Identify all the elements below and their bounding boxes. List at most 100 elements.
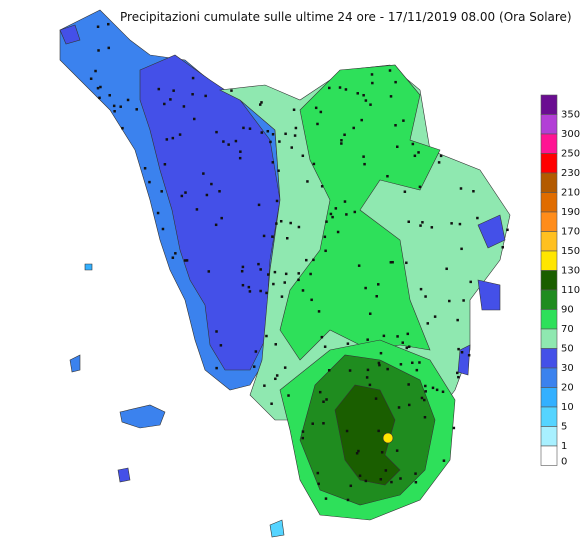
station-dot bbox=[336, 230, 340, 234]
station-dot bbox=[259, 268, 262, 271]
station-dot bbox=[424, 390, 427, 393]
station-dot bbox=[274, 343, 277, 346]
station-dot bbox=[274, 377, 277, 381]
station-dot bbox=[292, 108, 296, 112]
island bbox=[69, 354, 81, 373]
station-dot bbox=[375, 294, 378, 298]
legend-swatch bbox=[540, 426, 558, 447]
station-dot bbox=[322, 400, 325, 403]
station-dot bbox=[357, 264, 361, 267]
legend-label: 350 bbox=[561, 110, 580, 121]
station-dot bbox=[248, 127, 252, 130]
station-dot bbox=[239, 150, 242, 153]
station-dot bbox=[230, 89, 233, 92]
station-dot bbox=[297, 225, 301, 229]
station-dot bbox=[306, 180, 309, 183]
station-dot bbox=[399, 477, 402, 480]
station-dot bbox=[161, 227, 165, 231]
station-dot bbox=[472, 189, 475, 193]
legend-label: 110 bbox=[561, 285, 580, 296]
station-dot bbox=[273, 270, 277, 274]
station-dot bbox=[172, 89, 175, 92]
station-dot bbox=[266, 129, 270, 133]
station-dot bbox=[424, 295, 427, 298]
station-dot bbox=[414, 480, 418, 484]
legend-label: 170 bbox=[561, 227, 580, 238]
station-dot bbox=[210, 182, 213, 186]
island bbox=[119, 404, 166, 429]
station-dot bbox=[113, 109, 116, 113]
station-dot bbox=[294, 126, 298, 130]
station-dot bbox=[418, 361, 421, 364]
station-dot bbox=[135, 108, 138, 111]
station-dot bbox=[365, 376, 369, 379]
station-dot bbox=[184, 191, 187, 194]
station-dot bbox=[269, 140, 272, 144]
station-dot bbox=[456, 318, 459, 322]
legend-label: 230 bbox=[561, 168, 580, 179]
station-dot bbox=[160, 190, 163, 193]
station-dot bbox=[242, 126, 245, 130]
station-dot bbox=[238, 156, 242, 160]
station-dot bbox=[163, 102, 166, 106]
station-dot bbox=[215, 330, 218, 333]
station-dot bbox=[156, 211, 160, 215]
station-dot bbox=[353, 210, 357, 214]
station-dot bbox=[310, 298, 313, 302]
station-dot bbox=[289, 221, 292, 225]
station-dot bbox=[301, 154, 305, 158]
station-dot bbox=[107, 46, 111, 50]
station-dot bbox=[396, 335, 399, 338]
station-dot bbox=[171, 136, 175, 140]
station-dot bbox=[218, 190, 221, 193]
station-dot bbox=[220, 216, 223, 220]
station-dot bbox=[241, 283, 245, 287]
station-dot bbox=[356, 92, 359, 95]
station-dot bbox=[424, 384, 427, 388]
station-dot bbox=[362, 155, 365, 158]
station-dot bbox=[368, 312, 372, 315]
station-dot bbox=[279, 219, 283, 223]
station-dot bbox=[448, 299, 451, 303]
station-dot bbox=[259, 289, 262, 293]
station-dot bbox=[389, 95, 393, 98]
station-dot bbox=[394, 124, 397, 127]
legend: 3503002502302101901701501301109070503020… bbox=[540, 94, 580, 468]
station-dot bbox=[207, 270, 211, 273]
station-dot bbox=[312, 162, 316, 166]
legend-swatch bbox=[540, 250, 558, 271]
station-dot bbox=[99, 85, 102, 89]
station-dot bbox=[265, 291, 268, 295]
station-dot bbox=[419, 224, 422, 227]
legend-swatch bbox=[540, 231, 558, 252]
station-dot bbox=[329, 212, 333, 216]
zone-130 bbox=[382, 432, 394, 444]
station-dot bbox=[435, 388, 439, 392]
station-dot bbox=[457, 347, 460, 351]
station-dot bbox=[260, 131, 264, 134]
station-dot bbox=[184, 259, 187, 262]
station-dot bbox=[191, 92, 194, 96]
station-dot bbox=[322, 422, 325, 425]
station-dot bbox=[364, 286, 367, 290]
station-dot bbox=[316, 122, 319, 126]
station-dot bbox=[401, 341, 405, 344]
station-dot bbox=[357, 449, 360, 453]
station-dot bbox=[185, 259, 189, 262]
station-dot bbox=[334, 207, 338, 210]
station-dot bbox=[297, 272, 300, 275]
station-dot bbox=[431, 386, 435, 390]
station-dot bbox=[284, 132, 287, 136]
zone-30 bbox=[477, 279, 501, 311]
station-dot bbox=[462, 299, 465, 302]
station-dot bbox=[171, 256, 175, 259]
legend-swatch bbox=[540, 270, 558, 291]
station-dot bbox=[386, 367, 389, 371]
legend-label: 30 bbox=[561, 363, 574, 374]
station-dot bbox=[411, 361, 414, 365]
station-dot bbox=[323, 345, 327, 348]
legend-swatch bbox=[540, 114, 558, 135]
station-dot bbox=[352, 126, 355, 130]
station-dot bbox=[301, 289, 305, 292]
